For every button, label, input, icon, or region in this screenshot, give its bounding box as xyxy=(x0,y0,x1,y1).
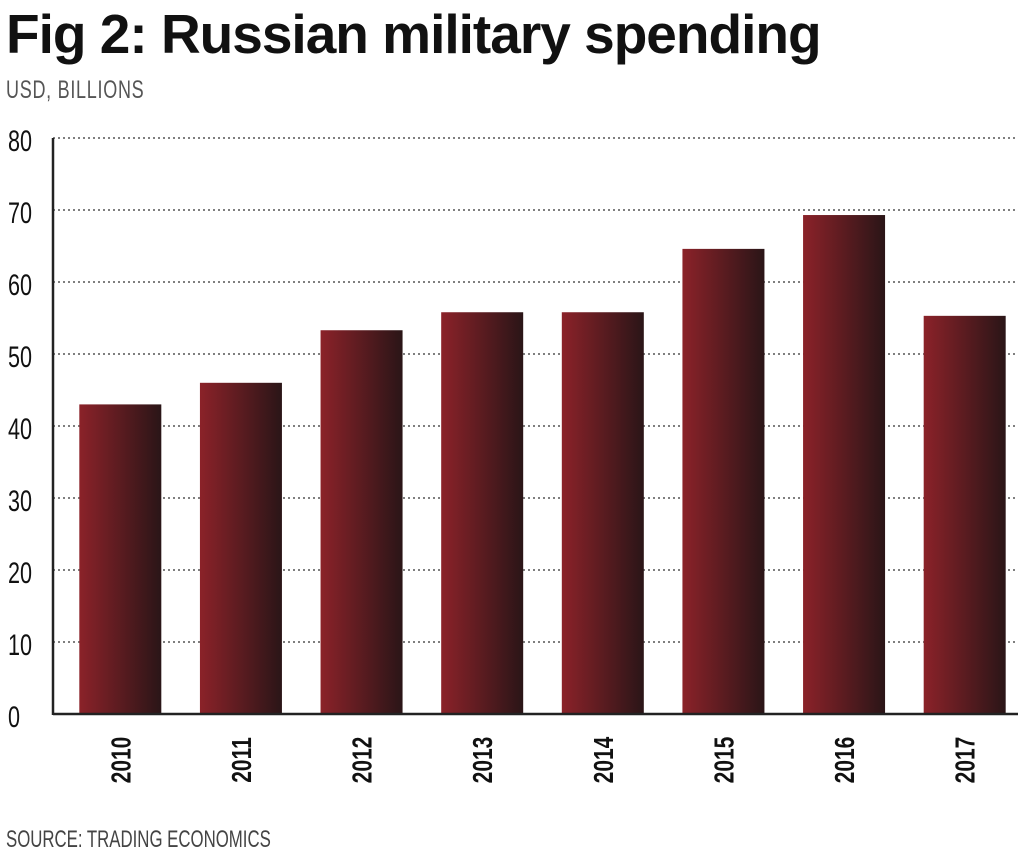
source-note: SOURCE: TRADING ECONOMICS xyxy=(6,826,271,853)
y-axis-unit-label: USD, BILLIONS xyxy=(6,76,145,104)
x-tick-label: 2015 xyxy=(710,736,741,783)
x-tick-label: 2012 xyxy=(348,737,379,784)
y-tick-label: 70 xyxy=(8,195,32,229)
y-tick-label: 10 xyxy=(8,627,32,661)
x-tick-label: 2014 xyxy=(589,736,620,783)
y-tick-label: 0 xyxy=(8,699,20,733)
bar-2017 xyxy=(923,315,1006,714)
bar-2010 xyxy=(79,404,162,714)
chart-title: Fig 2: Russian military spending xyxy=(6,3,822,65)
y-tick-label: 30 xyxy=(8,483,32,517)
bar-2016 xyxy=(803,215,886,715)
bar-2014 xyxy=(561,312,644,714)
bar-2015 xyxy=(682,248,765,714)
y-tick-label: 80 xyxy=(8,123,32,157)
bar-2013 xyxy=(441,312,524,714)
y-tick-label: 50 xyxy=(8,339,32,373)
bar-2012 xyxy=(320,330,403,714)
x-tick-label: 2017 xyxy=(951,737,982,784)
x-tick-label: 2010 xyxy=(107,737,138,784)
x-tick-label: 2016 xyxy=(830,737,861,784)
bar-2011 xyxy=(199,382,282,714)
x-tick-label: 2011 xyxy=(227,737,258,783)
x-tick-label: 2013 xyxy=(468,737,499,784)
y-tick-label: 40 xyxy=(8,411,32,445)
y-tick-label: 60 xyxy=(8,267,32,301)
y-tick-label: 20 xyxy=(8,555,32,589)
